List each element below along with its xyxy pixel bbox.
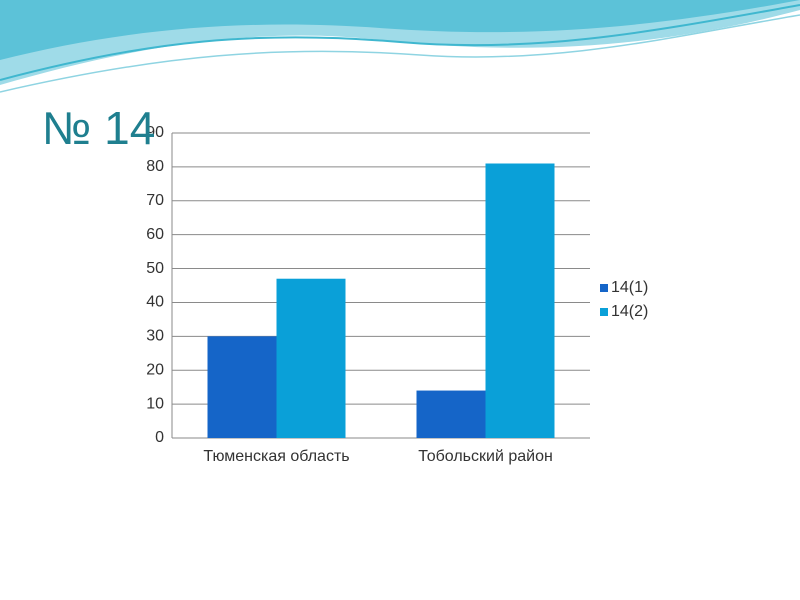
y-tick-label: 60	[146, 226, 164, 243]
chart-title: № 14	[42, 102, 155, 154]
y-tick-label: 40	[146, 294, 164, 311]
y-tick-label: 30	[146, 328, 164, 345]
y-tick-label: 90	[146, 124, 164, 141]
wave-fill-dark	[0, 0, 800, 60]
y-tick-label: 10	[146, 395, 164, 412]
wave-line	[0, 14, 800, 93]
legend-label: 14(1)	[611, 279, 648, 296]
wave-line	[0, 4, 800, 81]
y-tick-label: 0	[155, 429, 164, 446]
plot: 0 10 20 30 40 50 60 70 80 90 Тюменская область Тобо…	[146, 124, 648, 465]
x-tick-label: Тобольский район	[418, 448, 553, 465]
bar	[485, 163, 555, 438]
y-tick-label: 50	[146, 260, 164, 277]
legend-swatch	[600, 308, 608, 316]
x-tick-label: Тюменская область	[203, 448, 349, 465]
bar	[207, 336, 277, 438]
bar	[276, 278, 346, 438]
legend-label: 14(2)	[611, 303, 648, 320]
y-tick-label: 70	[146, 192, 164, 209]
y-tick-label: 80	[146, 158, 164, 175]
legend-swatch	[600, 284, 608, 292]
header-wave	[0, 0, 800, 93]
y-tick-label: 20	[146, 361, 164, 378]
bar	[416, 390, 486, 438]
